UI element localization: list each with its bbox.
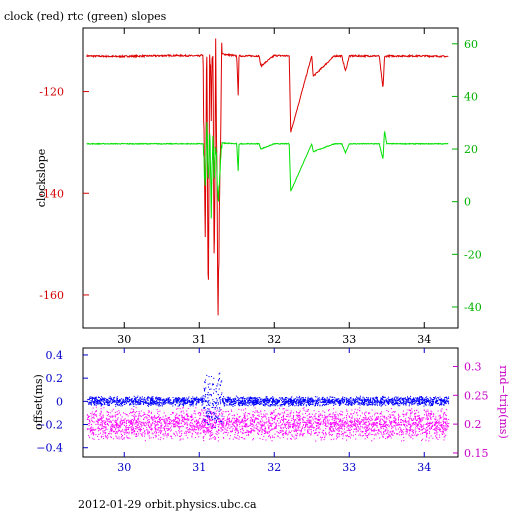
bottom-xtick-label: 33: [342, 461, 356, 474]
bottom-ytick-label: 0.2: [46, 372, 64, 385]
bottom-panel: 30 31 32 33 340.40.20−0.2−0.40.30.250.20.15 …: [32, 347, 510, 474]
bottom-panel-series: [86, 372, 450, 442]
bottom-ytick-label: −0.2: [36, 419, 63, 432]
bottom-y2tick-label: 0.15: [464, 447, 489, 460]
top-ytick-label: -140: [39, 187, 64, 200]
bottom-ytick-label: −0.4: [36, 442, 63, 455]
bottom-y2tick-label: 0.3: [464, 360, 482, 373]
bottom-ytick-label: 0.4: [46, 349, 64, 362]
top-xtick-label: 32: [267, 333, 281, 346]
top-y2tick-label: -20: [464, 248, 482, 261]
bottom-ytick-label: 0: [56, 395, 63, 408]
bottom-xtick-label: 32: [267, 461, 281, 474]
clock-series-line: [86, 38, 449, 316]
top-y2tick-label: 20: [464, 143, 478, 156]
bottom-xtick-label: 34: [417, 461, 431, 474]
top-panel-frame: [82, 27, 459, 329]
bottom-y2tick-label: 0.25: [464, 389, 489, 402]
top-panel-ticks: 30 31 32 33 34 -120 -140 -160 60 40 20 0 -20 -40: [39, 28, 482, 346]
bottom-xtick-label: 30: [117, 461, 131, 474]
top-xtick-label: 33: [342, 333, 356, 346]
bottom-y2tick-label: 0.2: [464, 418, 482, 431]
top-y2tick-label: 60: [464, 38, 478, 51]
top-ytick-label: -160: [39, 289, 64, 302]
bottom-panel-ticks: 30 31 32 33 34 0.4 0.2 0 −0.2 −0.4 0.3 0.25 0.2 0.15: [36, 348, 489, 474]
top-y2tick-label: 0: [464, 196, 471, 209]
top-xtick-label: 30: [117, 333, 131, 346]
offset-points: [86, 372, 450, 429]
top-panel-series: [86, 38, 449, 316]
top-panel-ylabel: clockslope: [35, 149, 48, 207]
bottom-xtick-label: 31: [192, 461, 206, 474]
rndtrip-points: [86, 406, 450, 442]
rtc-series-line: [86, 122, 449, 219]
top-y2tick-label: -40: [464, 301, 482, 314]
top-panel: 30 31 32 33 34 -120 -140 -160 60 40 20 0 -20 -40 cloc…: [35, 27, 482, 346]
bottom-panel-ylabel: offset(ms): [32, 374, 45, 430]
bottom-panel-frame: [82, 347, 459, 458]
top-ytick-label: -120: [39, 86, 64, 99]
top-y2tick-label: 40: [464, 90, 478, 103]
top-xtick-label: 34: [417, 333, 431, 346]
bottom-panel-y2label: rnd−trip(ms): [497, 365, 510, 439]
figure-title: clock (red) rtc (green) slopes: [4, 10, 167, 23]
top-xtick-label: 31: [192, 333, 206, 346]
figure-footer: 2012-01-29 orbit.physics.ubc.ca: [78, 498, 257, 511]
